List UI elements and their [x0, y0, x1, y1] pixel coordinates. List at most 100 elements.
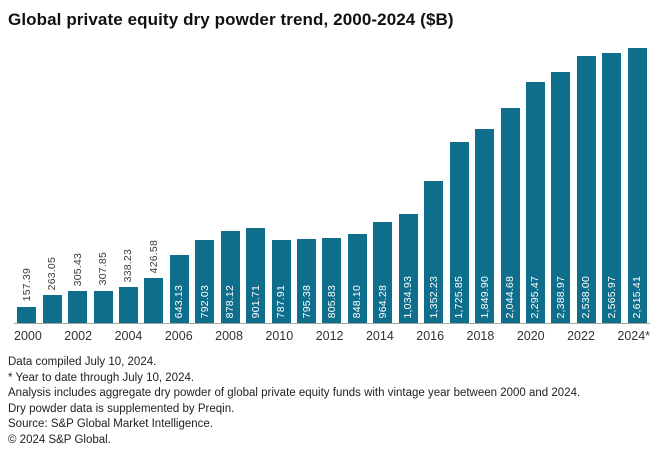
bar-2002[interactable]	[68, 290, 88, 323]
x-tick-spacer	[193, 329, 215, 343]
bar-value-label: 901.71	[249, 284, 262, 318]
footnotes: Data compiled July 10, 2024. * Year to d…	[8, 355, 652, 448]
bar-value-label: 338.23	[122, 249, 135, 283]
bar-column: 848.10	[345, 46, 370, 323]
x-tick-spacer	[545, 329, 567, 343]
bar-2001[interactable]	[42, 295, 62, 323]
bar-column: 964.28	[370, 46, 395, 323]
bar-column: 2,044.68	[497, 46, 522, 323]
bar-column: 1,034.93	[396, 46, 421, 323]
bar-value-label: 263.05	[46, 256, 59, 291]
bar-value-label: 2,388.97	[554, 275, 567, 318]
x-tick-label: 2000	[14, 329, 42, 343]
bar-column: 305.43	[65, 46, 90, 323]
bar-value-label: 787.91	[275, 284, 288, 318]
x-tick-label: 2024*	[617, 329, 651, 343]
x-tick-spacer	[494, 329, 516, 343]
footnote-ytd: * Year to date through July 10, 2024.	[8, 371, 195, 384]
bar-2018[interactable]	[475, 128, 495, 323]
bar-column: 2,538.00	[574, 46, 599, 323]
bar-2013[interactable]	[347, 233, 367, 323]
bar-2014[interactable]	[373, 221, 393, 323]
bar-2016[interactable]	[424, 180, 444, 323]
bar-2003[interactable]	[93, 290, 113, 323]
bar-2022[interactable]	[576, 56, 596, 323]
bar-2005[interactable]	[144, 278, 164, 323]
x-tick-spacer	[142, 329, 164, 343]
bar-column: 1,849.90	[472, 46, 497, 323]
bar-value-label: 2,565.97	[605, 275, 618, 318]
x-tick-spacer	[42, 329, 64, 343]
x-tick-spacer	[344, 329, 366, 343]
bar-column: 2,295.47	[523, 46, 548, 323]
bar-2012[interactable]	[322, 238, 342, 323]
bar-value-label: 878.12	[224, 284, 237, 318]
bar-2020[interactable]	[525, 81, 545, 323]
x-tick-label: 2002	[64, 329, 93, 343]
x-tick-spacer	[394, 329, 416, 343]
bar-value-label: 848.10	[351, 284, 364, 318]
bar-value-label: 1,034.93	[402, 275, 415, 318]
bar-2007[interactable]	[195, 239, 215, 323]
footnote-analysis: Analysis includes aggregate dry powder o…	[8, 387, 581, 399]
x-tick-label: 2022	[567, 329, 595, 343]
bar-2011[interactable]	[297, 239, 317, 323]
plot-area: 157.39 263.05 305.43 307.85 338.23 426.58 643.…	[14, 46, 650, 324]
x-tick-label: 2016	[416, 329, 445, 343]
bar-column: 1,725.85	[446, 46, 471, 323]
x-tick-label: 2020	[516, 329, 545, 343]
bar-value-label: 157.39	[20, 268, 33, 302]
footnote-source: Source: S&P Global Market Intelligence.	[8, 418, 213, 430]
bar-value-label: 1,849.90	[478, 275, 491, 318]
x-tick-label: 2006	[164, 329, 193, 343]
footnote-copyright: © 2024 S&P Global.	[8, 433, 111, 446]
x-tick-spacer	[293, 329, 315, 343]
bar-2021[interactable]	[551, 71, 571, 323]
bar-2008[interactable]	[220, 230, 240, 323]
bar-2024[interactable]	[627, 48, 647, 323]
bar-column: 338.23	[116, 46, 141, 323]
bar-column: 2,388.97	[548, 46, 573, 323]
bar-value-label: 2,044.68	[504, 275, 517, 318]
bar-column: 878.12	[218, 46, 243, 323]
bar-2000[interactable]	[17, 306, 37, 323]
x-tick-spacer	[243, 329, 265, 343]
bar-value-label: 1,725.85	[453, 275, 466, 318]
bar-column: 795.38	[294, 46, 319, 323]
bar-2017[interactable]	[449, 141, 469, 323]
bar-column: 2,615.41	[625, 46, 650, 323]
bar-value-label: 643.13	[173, 284, 186, 318]
x-tick-spacer	[444, 329, 466, 343]
footnote-data-compiled: Data compiled July 10, 2024.	[8, 356, 157, 368]
x-tick-spacer	[92, 329, 114, 343]
bar-value-label: 805.83	[325, 284, 338, 318]
bar-value-label: 1,352.23	[427, 275, 440, 318]
bar-column: 643.13	[167, 46, 192, 323]
bar-value-label: 795.38	[300, 284, 313, 318]
bar-column: 263.05	[39, 46, 64, 323]
bar-column: 1,352.23	[421, 46, 446, 323]
bar-value-label: 307.85	[97, 252, 110, 286]
bar-2015[interactable]	[398, 214, 418, 323]
bar-value-label: 2,295.47	[529, 275, 542, 318]
bar-chart: 157.39 263.05 305.43 307.85 338.23 426.58 643.…	[14, 46, 650, 343]
bar-value-label: 305.43	[71, 252, 84, 286]
x-tick-label: 2008	[215, 329, 243, 343]
bar-value-label: 792.03	[198, 284, 211, 318]
bar-column: 426.58	[141, 46, 166, 323]
bar-value-label: 964.28	[376, 284, 389, 318]
bar-2004[interactable]	[118, 287, 138, 323]
x-tick-label: 2018	[466, 329, 495, 343]
bar-2006[interactable]	[169, 255, 189, 323]
x-tick-label: 2010	[265, 329, 294, 343]
bar-2023[interactable]	[602, 53, 622, 323]
bar-2010[interactable]	[271, 240, 291, 323]
x-tick-label: 2014	[365, 329, 394, 343]
footnote-preqin: Dry powder data is supplemented by Preqi…	[8, 402, 235, 415]
bar-column: 2,565.97	[599, 46, 624, 323]
bar-2009[interactable]	[246, 228, 266, 323]
bar-column: 805.83	[319, 46, 344, 323]
bar-2019[interactable]	[500, 108, 520, 323]
x-axis: 2000 2002 2004 2006 2008 2010 2012 2014 2016 2018…	[14, 329, 650, 343]
bar-value-label: 426.58	[147, 239, 160, 274]
